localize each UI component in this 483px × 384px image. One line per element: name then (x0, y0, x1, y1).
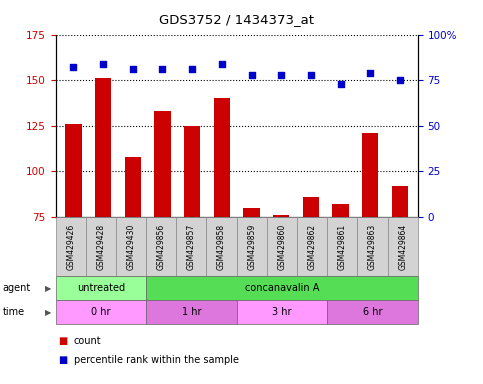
Bar (392, 186, 408, 217)
Bar (243, 208, 260, 217)
Text: GSM429430: GSM429430 (127, 223, 136, 270)
Text: agent: agent (2, 283, 30, 293)
Point (277, 72, 285, 78)
Point (396, 77, 404, 83)
Point (129, 66, 137, 72)
Text: 3 hr: 3 hr (272, 307, 292, 317)
Text: GSM429857: GSM429857 (187, 223, 196, 270)
Text: ■: ■ (58, 336, 67, 346)
Text: GSM429858: GSM429858 (217, 223, 226, 270)
Text: GSM429856: GSM429856 (156, 223, 166, 270)
Text: time: time (2, 307, 25, 317)
Point (188, 66, 196, 72)
Bar (213, 98, 230, 217)
Bar (125, 157, 141, 217)
Bar (273, 215, 289, 217)
Text: GDS3752 / 1434373_at: GDS3752 / 1434373_at (159, 13, 314, 26)
Text: GSM429861: GSM429861 (338, 223, 347, 270)
Point (248, 72, 256, 78)
Bar (184, 126, 200, 217)
Text: ▶: ▶ (45, 284, 52, 293)
Text: GSM429860: GSM429860 (277, 223, 286, 270)
Text: 6 hr: 6 hr (363, 307, 382, 317)
Text: untreated: untreated (77, 283, 125, 293)
Bar (65, 124, 82, 217)
Text: ▶: ▶ (45, 308, 52, 317)
Point (99, 61, 107, 67)
Point (70, 65, 77, 71)
Point (367, 70, 374, 76)
Point (337, 81, 344, 87)
Text: GSM429428: GSM429428 (96, 223, 105, 270)
Bar (362, 133, 379, 217)
Point (158, 66, 166, 72)
Text: GSM429863: GSM429863 (368, 223, 377, 270)
Point (218, 61, 226, 67)
Point (307, 72, 315, 78)
Text: 1 hr: 1 hr (182, 307, 201, 317)
Text: GSM429864: GSM429864 (398, 223, 407, 270)
Text: GSM429859: GSM429859 (247, 223, 256, 270)
Text: 0 hr: 0 hr (91, 307, 111, 317)
Bar (154, 111, 170, 217)
Text: GSM429426: GSM429426 (66, 223, 75, 270)
Text: percentile rank within the sample: percentile rank within the sample (74, 355, 239, 365)
Bar (332, 204, 349, 217)
Bar (303, 197, 319, 217)
Text: count: count (74, 336, 101, 346)
Text: concanavalin A: concanavalin A (245, 283, 319, 293)
Text: ■: ■ (58, 355, 67, 365)
Text: GSM429862: GSM429862 (308, 223, 317, 270)
Bar (95, 78, 111, 217)
